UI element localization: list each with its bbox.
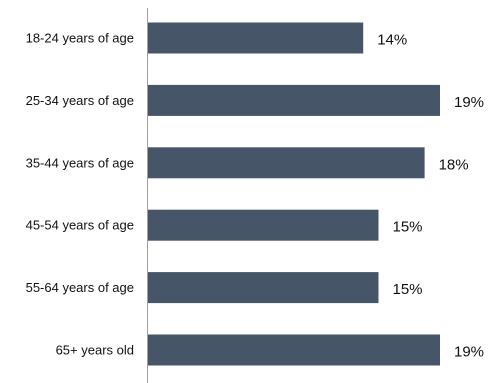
bar-3 xyxy=(148,209,379,241)
category-label-1: 25-34 years of age xyxy=(26,93,134,108)
category-label-0: 18-24 years of age xyxy=(26,31,134,46)
value-labels-group: 14% 19% 18% 15% 15% 19% xyxy=(377,32,484,361)
category-label-5: 65+ years old xyxy=(56,343,134,358)
bar-0 xyxy=(148,22,364,54)
value-label-4: 15% xyxy=(393,281,423,298)
value-label-5: 19% xyxy=(454,344,484,361)
value-label-2: 18% xyxy=(439,156,469,173)
bar-5 xyxy=(148,334,440,366)
bars-group xyxy=(148,22,440,366)
bar-4 xyxy=(148,272,379,304)
bar-2 xyxy=(148,147,425,179)
bar-1 xyxy=(148,84,440,116)
category-label-4: 55-64 years of age xyxy=(26,280,134,295)
value-label-0: 14% xyxy=(377,32,407,49)
value-label-3: 15% xyxy=(393,219,423,236)
category-label-3: 45-54 years of age xyxy=(26,218,134,233)
category-labels-group: 18-24 years of age 25-34 years of age 35-4… xyxy=(26,31,134,358)
category-label-2: 35-44 years of age xyxy=(26,155,134,170)
value-label-1: 19% xyxy=(454,94,484,111)
